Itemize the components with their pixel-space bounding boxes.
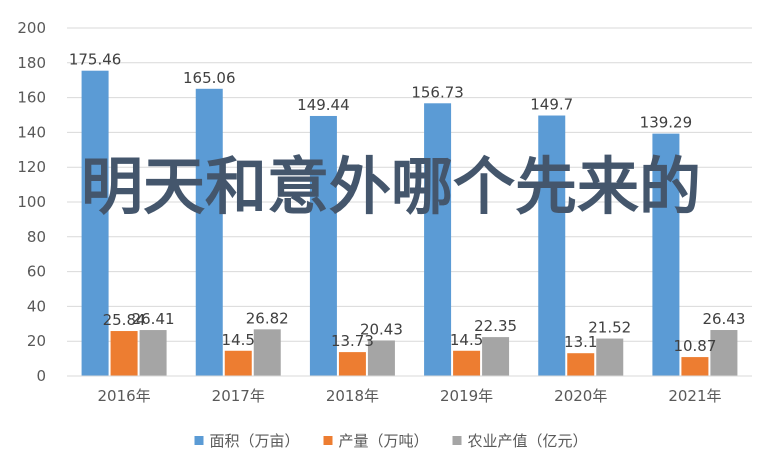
bar: [681, 357, 709, 376]
data-label: 13.73: [331, 332, 374, 350]
x-tick-label: 2019年: [440, 387, 493, 405]
data-label: 10.87: [673, 337, 716, 355]
bar: [367, 340, 395, 376]
bar: [424, 103, 452, 377]
y-tick-label: 160: [17, 89, 46, 107]
legend-label: 面积（万亩）: [210, 432, 300, 450]
y-tick-label: 40: [27, 297, 46, 315]
bar: [538, 115, 566, 376]
x-tick-label: 2017年: [212, 387, 265, 405]
x-axis-ticks: 2016年 2017年 2018年 2019年 2020年 2021年: [67, 375, 752, 405]
bar: [309, 115, 337, 377]
x-tick-label: 2016年: [97, 387, 150, 405]
x-tick-label: 2020年: [554, 387, 607, 405]
data-label: 149.7: [530, 96, 573, 114]
bar: [139, 330, 167, 376]
bar: [110, 331, 138, 376]
bar: [81, 70, 109, 377]
legend-swatch: [452, 436, 462, 445]
y-axis-ticks: 0 20 40 60 80 100 120 140 160 180 200: [17, 19, 46, 385]
legend-swatch: [323, 436, 333, 445]
y-tick-label: 60: [27, 263, 46, 281]
bar: [567, 353, 595, 376]
y-tick-label: 120: [17, 158, 46, 176]
data-label: 13.1: [564, 333, 597, 351]
legend-swatch: [194, 436, 204, 445]
data-label: 14.5: [450, 331, 483, 349]
data-label: 22.35: [474, 317, 517, 335]
y-tick-label: 180: [17, 54, 46, 72]
data-label: 14.5: [222, 331, 255, 349]
data-label: 26.82: [246, 309, 289, 327]
legend: 面积（万亩） 产量（万吨） 农业产值（亿元）: [194, 432, 588, 450]
gridlines: [67, 27, 752, 377]
bars: [81, 70, 738, 377]
bar: [710, 330, 738, 376]
data-label: 25.84: [103, 311, 146, 329]
legend-label: 农业产值（亿元）: [468, 432, 588, 450]
bar: [195, 88, 223, 377]
data-label: 175.46: [69, 51, 122, 69]
x-tick-label: 2018年: [326, 387, 379, 405]
bar: [453, 350, 481, 376]
data-labels: 175.46 165.06 149.44 156.73 149.7 139.29 25.84…: [69, 51, 746, 355]
bar: [596, 338, 624, 376]
data-label: 20.43: [360, 320, 403, 338]
bar: [652, 133, 680, 376]
data-label: 165.06: [183, 69, 236, 87]
data-label: 21.52: [588, 319, 631, 337]
y-tick-label: 20: [27, 332, 46, 350]
data-label: 149.44: [297, 96, 350, 114]
bar: [482, 337, 510, 376]
x-tick-label: 2021年: [668, 387, 721, 405]
data-label: 26.41: [132, 310, 175, 328]
y-tick-label: 140: [17, 123, 46, 141]
y-tick-label: 200: [17, 19, 46, 37]
legend-label: 产量（万吨）: [339, 432, 429, 450]
data-label: 26.43: [702, 310, 745, 328]
data-label: 156.73: [411, 83, 464, 101]
bar: [338, 352, 366, 376]
bar: [224, 350, 252, 376]
y-tick-label: 0: [36, 367, 46, 385]
y-tick-label: 80: [27, 228, 46, 246]
data-label: 139.29: [640, 114, 693, 132]
y-tick-label: 100: [17, 193, 46, 211]
bar: [253, 329, 281, 376]
